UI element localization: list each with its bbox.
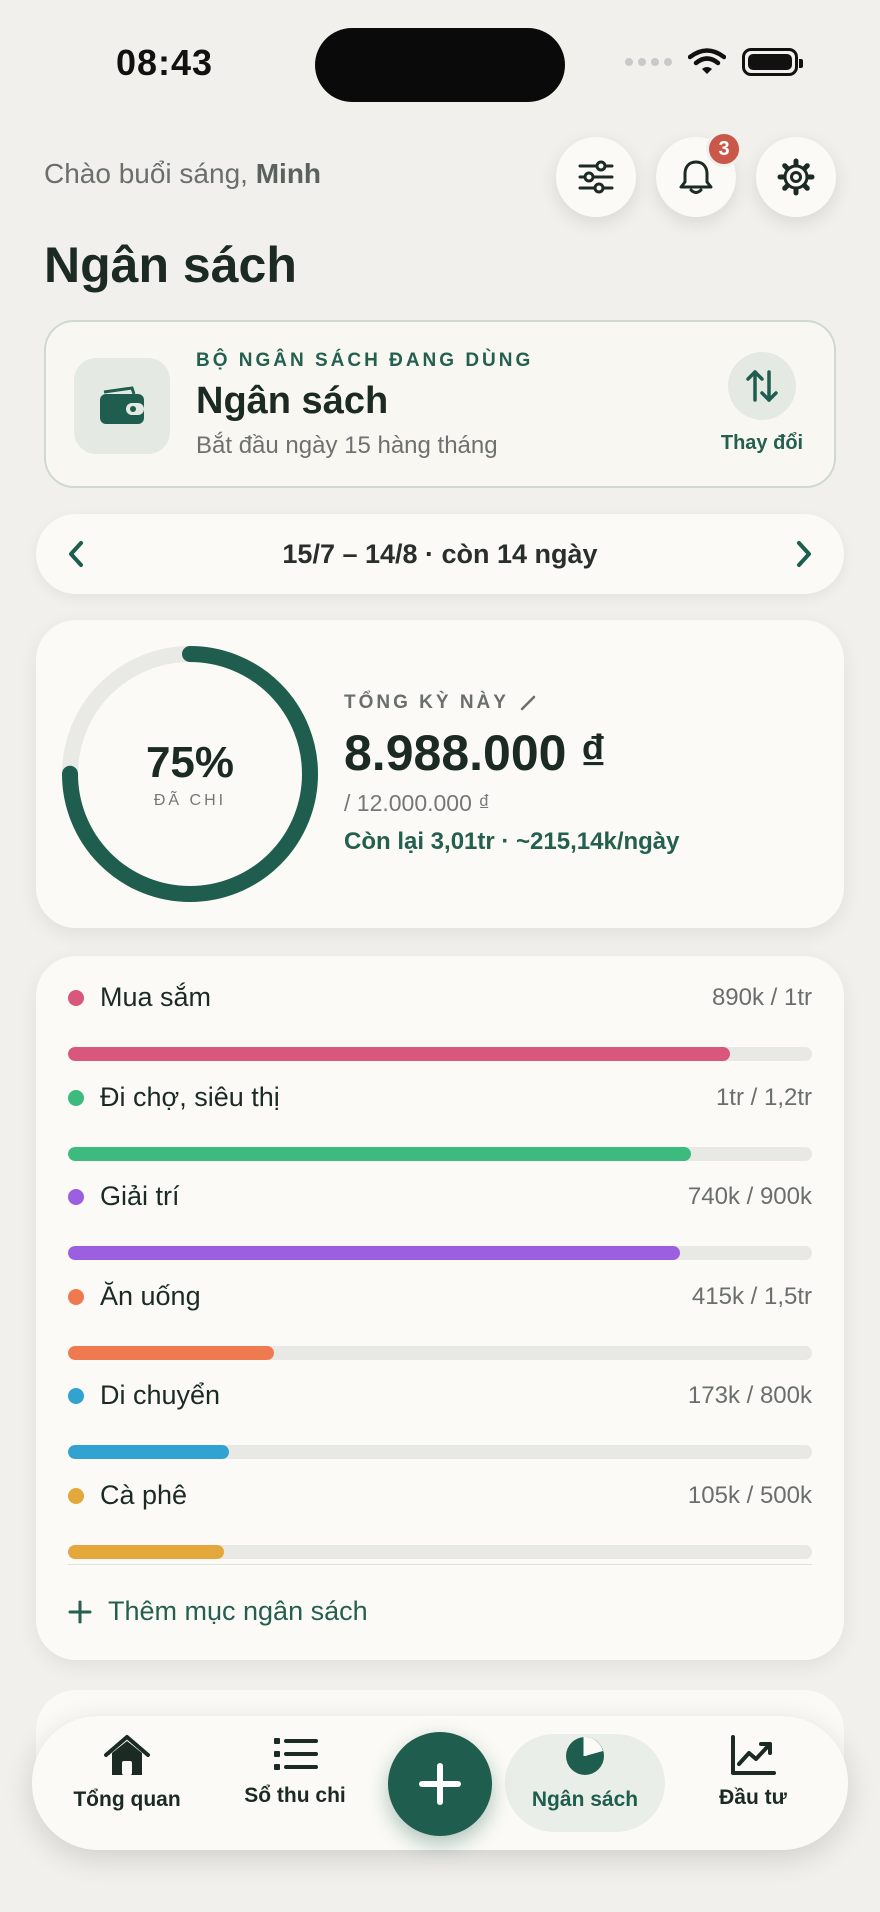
signal-icon	[625, 58, 672, 66]
edit-pencil-icon[interactable]	[519, 694, 537, 712]
prev-period-icon[interactable]	[64, 539, 88, 569]
dynamic-island	[315, 28, 565, 102]
budget-category-row[interactable]: Mua sắm 890k / 1tr	[68, 956, 812, 1061]
home-icon	[104, 1735, 150, 1775]
period-spent-value: 8.988.000 ₫	[344, 725, 606, 781]
spent-progress-arc	[62, 646, 318, 902]
budget-set-label: BỘ NGÂN SÁCH ĐANG DÙNG	[196, 350, 534, 371]
budget-category-row[interactable]: Đi chợ, siêu thị 1tr / 1,2tr	[68, 1056, 812, 1161]
greeting-name: Minh	[255, 158, 322, 189]
category-name: Giải trí	[100, 1181, 180, 1211]
category-progress-track	[68, 1544, 812, 1559]
category-amount: 740k / 900k	[687, 1183, 812, 1210]
category-name: Đi chợ, siêu thị	[100, 1081, 280, 1112]
period-total-text: TỔNG KỲ NÀY	[344, 692, 509, 713]
wallet-icon-box	[74, 358, 170, 454]
period-budget-total: / 12.000.000 ₫	[344, 790, 491, 816]
category-amount: 105k / 500k	[687, 1481, 812, 1509]
category-progress-bar	[68, 1047, 731, 1061]
budget-summary-card: 75% ĐÃ CHI TỔNG KỲ NÀY 8.988.000 ₫ / 12.…	[36, 620, 844, 928]
period-remaining: Còn lại 3,01tr · ~215,14k/ngày	[344, 828, 680, 855]
gear-icon	[777, 158, 815, 196]
tab-overview-label: Tổng quan	[73, 1788, 181, 1811]
category-progress-bar	[68, 1445, 229, 1459]
pie-chart-icon	[566, 1737, 604, 1775]
plus-icon	[419, 1763, 461, 1805]
category-progress-track	[68, 1246, 812, 1260]
bottom-tab-bar: Tổng quan Sổ thu chi Ngân sách	[32, 1716, 848, 1850]
category-color-dot	[68, 1288, 84, 1305]
swap-vertical-icon	[746, 370, 778, 402]
greeting: Chào buổi sáng, Minh	[44, 158, 321, 190]
category-progress-bar	[68, 1544, 225, 1559]
category-amount: 415k / 1,5tr	[691, 1282, 812, 1310]
tab-overview[interactable]: Tổng quan	[52, 1734, 202, 1812]
notification-badge: 3	[706, 131, 742, 167]
budget-category-row[interactable]: Ăn uống 415k / 1,5tr	[68, 1255, 812, 1360]
next-period-icon[interactable]	[792, 539, 816, 569]
tab-budget-label: Ngân sách	[531, 1788, 639, 1811]
spent-percent: 75%	[145, 738, 235, 787]
category-progress-bar	[68, 1246, 680, 1260]
bell-icon	[679, 160, 713, 194]
list-icon	[274, 1738, 318, 1770]
category-progress-track	[68, 1047, 812, 1061]
category-color-dot	[68, 990, 84, 1006]
settings-button[interactable]	[756, 137, 836, 217]
plus-icon	[68, 1600, 92, 1623]
spent-progress-ring	[62, 646, 318, 902]
change-budget-set-button[interactable]: Thay đổi	[712, 352, 812, 455]
page-title: Ngân sách	[44, 237, 297, 293]
tab-invest[interactable]: Đầu tư	[678, 1734, 828, 1810]
spent-percent-label: ĐÃ CHI	[153, 792, 227, 809]
swap-icon-circle	[728, 352, 796, 420]
category-amount: 890k / 1tr	[711, 984, 812, 1011]
tab-budget[interactable]: Ngân sách	[510, 1734, 660, 1812]
tab-invest-label: Đầu tư	[719, 1786, 787, 1809]
category-name: Cà phê	[100, 1479, 188, 1510]
period-total-label[interactable]: TỔNG KỲ NÀY	[344, 692, 537, 714]
category-color-dot	[68, 1089, 84, 1106]
budget-set-name: Ngân sách	[196, 380, 389, 422]
notifications-button[interactable]: 3	[656, 131, 742, 217]
battery-icon	[742, 48, 803, 76]
greeting-prefix: Chào buổi sáng,	[44, 158, 248, 189]
sliders-icon	[578, 160, 614, 194]
change-label: Thay đổi	[720, 432, 804, 454]
category-amount: 1tr / 1,2tr	[715, 1083, 812, 1111]
category-progress-track	[68, 1445, 812, 1459]
chart-line-icon	[731, 1735, 776, 1775]
budget-category-row[interactable]: Giải trí 740k / 900k	[68, 1155, 812, 1260]
category-progress-bar	[68, 1146, 691, 1161]
category-progress-track	[68, 1345, 812, 1360]
budget-category-row[interactable]: Cà phê 105k / 500k	[68, 1454, 812, 1565]
wifi-icon	[688, 48, 726, 74]
category-progress-track	[68, 1146, 812, 1161]
period-navigator: 15/7 – 14/8 · còn 14 ngày	[36, 514, 844, 594]
category-progress-bar	[68, 1345, 275, 1360]
add-budget-category-label: Thêm mục ngân sách	[108, 1596, 368, 1626]
period-range: 15/7 – 14/8 · còn 14 ngày	[282, 538, 598, 569]
budget-set-subtitle: Bắt đầu ngày 15 hàng tháng	[196, 432, 498, 459]
category-amount: 173k / 800k	[687, 1382, 812, 1409]
status-time: 08:43	[116, 42, 214, 83]
active-budget-set-card[interactable]: BỘ NGÂN SÁCH ĐANG DÙNG Ngân sách Bắt đầu…	[44, 320, 836, 488]
category-name: Mua sắm	[100, 982, 212, 1012]
add-budget-category-button[interactable]: Thêm mục ngân sách	[68, 1596, 368, 1627]
category-name: Ăn uống	[100, 1280, 201, 1311]
category-color-dot	[68, 1487, 84, 1504]
wallet-icon	[100, 386, 144, 424]
category-color-dot	[68, 1388, 84, 1404]
status-indicators	[625, 48, 803, 76]
budget-category-row[interactable]: Di chuyển 173k / 800k	[68, 1354, 812, 1459]
category-color-dot	[68, 1189, 84, 1205]
add-transaction-button[interactable]	[388, 1732, 492, 1836]
tab-ledger[interactable]: Sổ thu chi	[220, 1734, 370, 1808]
category-name: Di chuyển	[100, 1380, 221, 1410]
filter-button[interactable]	[556, 137, 636, 217]
budget-categories-card: Mua sắm 890k / 1tr Đi chợ, siêu thị 1tr / 1…	[36, 956, 844, 1660]
tab-ledger-label: Sổ thu chi	[244, 1784, 346, 1807]
